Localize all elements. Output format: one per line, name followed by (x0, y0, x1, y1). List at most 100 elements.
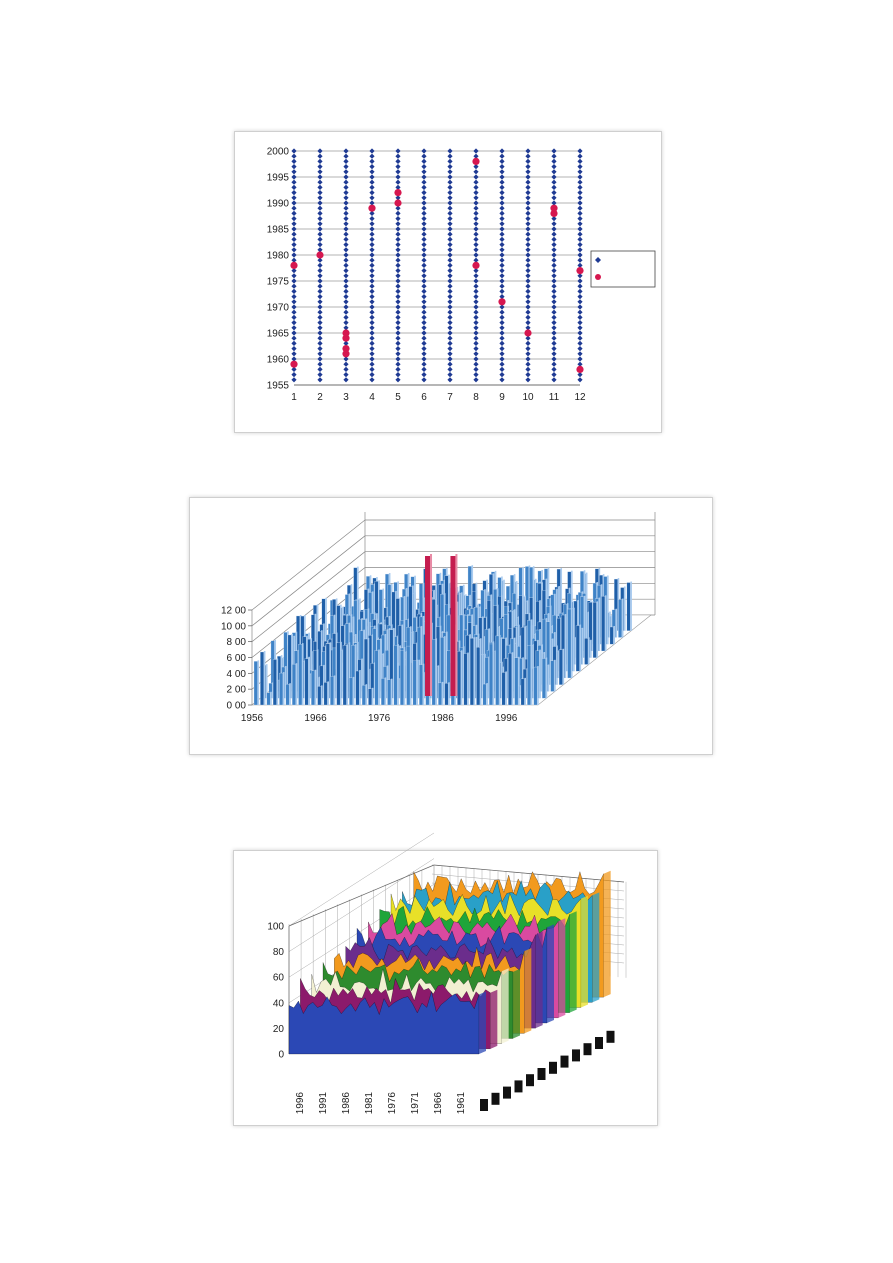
data-point-diamond (499, 184, 505, 190)
y-tick-label: 40 (273, 998, 285, 1009)
data-point-diamond (343, 314, 349, 320)
data-point-diamond (551, 268, 557, 274)
data-point-diamond (577, 278, 583, 284)
data-point-diamond (473, 184, 479, 190)
bar (508, 653, 512, 706)
data-point-diamond (473, 325, 479, 331)
data-point-diamond (343, 200, 349, 206)
data-point-diamond (421, 236, 427, 242)
data-point-diamond (343, 242, 349, 248)
data-point-diamond (421, 356, 427, 362)
bar-side (486, 683, 488, 705)
data-point-diamond (447, 262, 453, 268)
data-point-diamond (577, 242, 583, 248)
bar (541, 658, 546, 699)
area-side (569, 911, 577, 1013)
data-point-diamond (473, 288, 479, 294)
data-point-diamond (343, 153, 349, 159)
data-point-diamond (369, 356, 375, 362)
x-tick-label: 1976 (368, 713, 391, 724)
data-point-diamond (421, 330, 427, 336)
data-point-diamond (369, 148, 375, 154)
data-point-diamond (395, 153, 401, 159)
data-point-diamond (447, 257, 453, 263)
data-point-diamond (499, 278, 505, 284)
data-point-diamond (499, 372, 505, 378)
data-point-diamond (551, 247, 557, 253)
data-point-diamond (369, 190, 375, 196)
data-point-diamond (447, 231, 453, 237)
data-point-diamond (317, 169, 323, 175)
data-point-diamond (291, 304, 297, 310)
data-point-diamond (577, 299, 583, 305)
bar-side (537, 666, 539, 705)
data-point-diamond (447, 320, 453, 326)
data-point-diamond (369, 314, 375, 320)
bar-side (554, 659, 556, 692)
data-point-diamond (395, 335, 401, 341)
data-point-diamond (291, 377, 297, 383)
data-point-diamond (525, 184, 531, 190)
data-point-diamond (525, 164, 531, 170)
bar (368, 688, 373, 706)
data-point-diamond (291, 257, 297, 263)
data-point-diamond (473, 210, 479, 216)
bar (349, 677, 353, 706)
data-point-diamond (525, 200, 531, 206)
data-point-diamond (343, 340, 349, 346)
bar-side (346, 644, 349, 705)
bar (304, 658, 309, 706)
area-side (581, 895, 588, 1008)
data-point-diamond (317, 242, 323, 248)
bar-side (621, 598, 624, 638)
bar-side (515, 592, 518, 651)
data-point-diamond (317, 288, 323, 294)
data-point-diamond (421, 309, 427, 315)
data-point-diamond (395, 278, 401, 284)
data-point-diamond (499, 236, 505, 242)
depth-label-block (572, 1049, 580, 1062)
data-point-diamond (395, 262, 401, 268)
data-point-diamond (551, 179, 557, 185)
data-point-diamond (395, 361, 401, 367)
data-point-diamond (395, 372, 401, 378)
x-tick-label: 1996 (495, 713, 518, 724)
data-point-highlight (342, 345, 350, 353)
data-point-diamond (473, 148, 479, 154)
data-point-diamond (291, 314, 297, 320)
data-point-diamond (447, 179, 453, 185)
data-point-diamond (317, 231, 323, 237)
data-point-diamond (473, 242, 479, 248)
data-point-diamond (499, 153, 505, 159)
data-point-diamond (395, 252, 401, 258)
data-point-diamond (525, 288, 531, 294)
highlight-bar (425, 556, 431, 696)
data-point-diamond (551, 148, 557, 154)
data-point-diamond (369, 299, 375, 305)
depth-label-block (480, 1099, 488, 1111)
data-point-diamond (317, 278, 323, 284)
bar (342, 645, 347, 706)
data-point-diamond (551, 377, 557, 383)
data-point-diamond (343, 372, 349, 378)
x-tick-label: 12 (574, 392, 586, 403)
bar-side (437, 665, 440, 699)
data-point-diamond (343, 184, 349, 190)
data-point-diamond (577, 226, 583, 232)
data-point-diamond (369, 294, 375, 300)
data-point-diamond (447, 247, 453, 253)
data-point-diamond (421, 226, 427, 232)
data-point-diamond (473, 257, 479, 263)
data-point-diamond (421, 247, 427, 253)
data-point-diamond (317, 304, 323, 310)
data-point-diamond (473, 164, 479, 170)
data-point-diamond (343, 299, 349, 305)
data-point-diamond (447, 283, 453, 289)
data-point-diamond (369, 169, 375, 175)
data-point-diamond (499, 252, 505, 258)
data-point-diamond (291, 184, 297, 190)
data-point-diamond (473, 278, 479, 284)
data-point-diamond (421, 372, 427, 378)
data-point-diamond (447, 351, 453, 357)
data-point-diamond (447, 340, 453, 346)
